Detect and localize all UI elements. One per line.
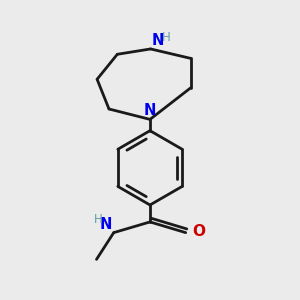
Text: N: N [152,33,164,48]
Text: N: N [100,217,112,232]
Text: O: O [192,224,205,239]
Text: H: H [162,31,171,44]
Text: N: N [144,103,156,118]
Text: H: H [94,213,102,226]
